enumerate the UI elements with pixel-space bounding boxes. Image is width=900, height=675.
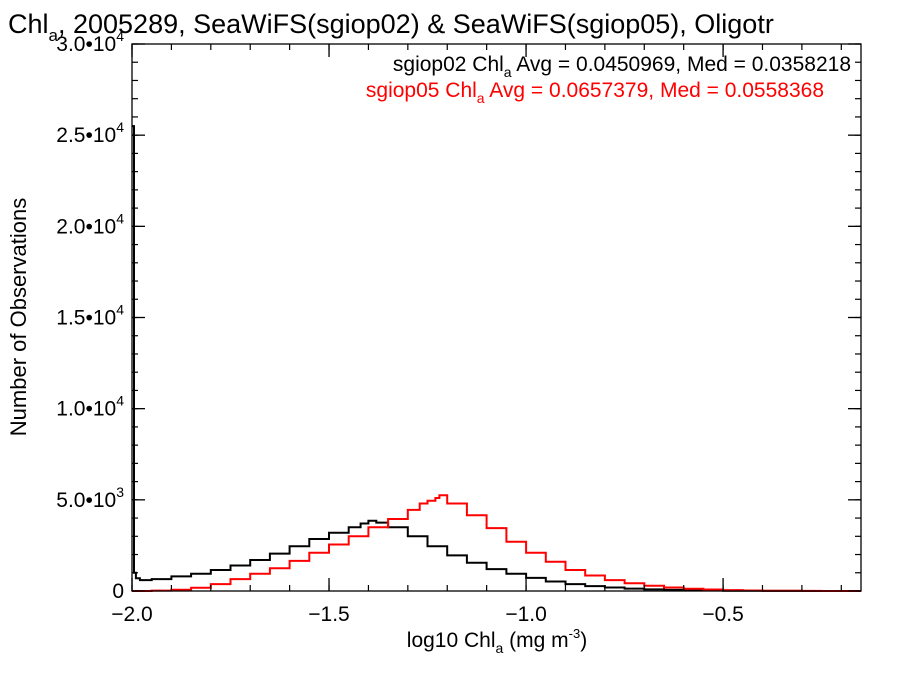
y-tick-label: 1.0•104 bbox=[56, 393, 124, 421]
axes-layer: −2.0 −1.5 −1.0 −0.5 0 5.0•103 1.0•104 1.5•104 2.… bbox=[56, 28, 862, 626]
histogram-line-1 bbox=[132, 494, 861, 592]
legend-entry-sgiop05: sgiop05 Chla Avg = 0.0657379, Med = 0.05… bbox=[366, 79, 824, 106]
x-tick-label: −2.0 bbox=[111, 603, 152, 626]
chart-title: Chla, 2005289, SeaWiFS(sgiop02) & SeaWiF… bbox=[8, 9, 774, 45]
x-tick-label: −1.5 bbox=[308, 603, 349, 626]
y-tick-label: 2.5•104 bbox=[56, 119, 124, 147]
x-tick-label: −0.5 bbox=[702, 603, 743, 626]
legend-entry-sgiop02: sgiop02 Chla Avg = 0.0450969, Med = 0.03… bbox=[393, 53, 851, 80]
y-tick-label: 3.0•104 bbox=[56, 28, 124, 56]
y-tick-label: 2.0•104 bbox=[56, 210, 124, 238]
series-layer bbox=[132, 125, 861, 592]
plot-frame bbox=[131, 43, 862, 592]
y-tick-label: 5.0•103 bbox=[56, 484, 124, 512]
y-tick-label: 1.5•104 bbox=[56, 302, 124, 330]
y-axis-label: Number of Observations bbox=[6, 198, 31, 436]
y-tick-label: 0 bbox=[112, 580, 124, 603]
x-axis-label: log10 Chla (mg m-3) bbox=[407, 626, 587, 656]
x-tick-label: −1.0 bbox=[505, 603, 546, 626]
histogram-line-0 bbox=[132, 125, 861, 592]
